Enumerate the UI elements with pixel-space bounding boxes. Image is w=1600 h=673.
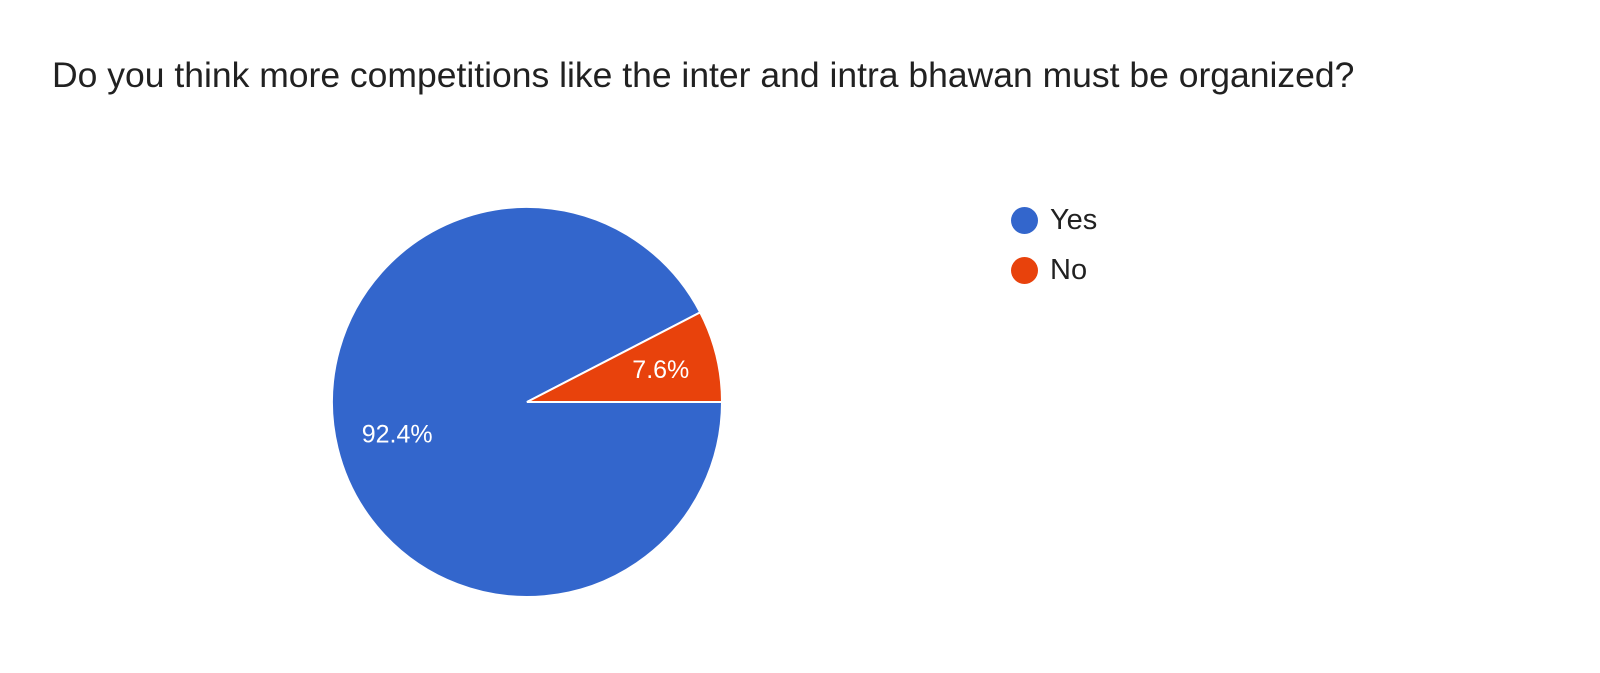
svg-text:92.4%: 92.4% bbox=[362, 421, 433, 449]
svg-text:7.6%: 7.6% bbox=[632, 356, 689, 384]
